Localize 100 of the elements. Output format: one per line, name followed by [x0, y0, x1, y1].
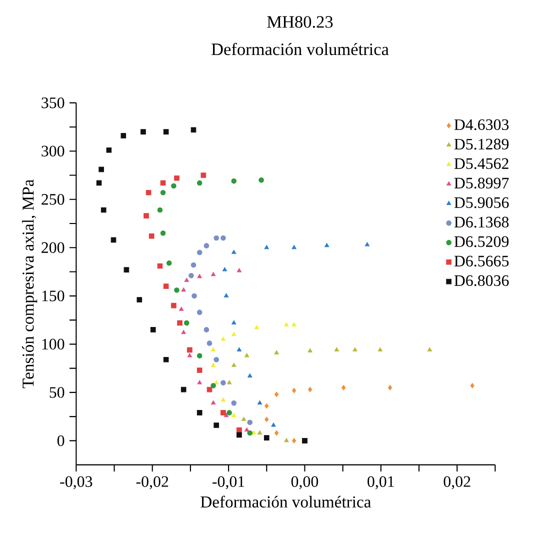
y-tick-label: 300 [42, 146, 64, 156]
point [214, 235, 220, 241]
point [231, 400, 237, 406]
point [174, 175, 180, 181]
point [257, 430, 262, 434]
point [284, 322, 289, 326]
point [324, 243, 330, 248]
point [180, 386, 186, 392]
legend-label: D5.9056 [454, 197, 509, 208]
legend-label: D6.1368 [454, 216, 509, 228]
point [470, 383, 474, 388]
y-tick-label: 50 [50, 387, 64, 398]
point [292, 322, 296, 326]
point [171, 302, 176, 308]
point [196, 410, 202, 416]
point [96, 180, 102, 186]
point [98, 166, 104, 172]
point [236, 432, 242, 438]
point [144, 213, 149, 218]
point [232, 250, 236, 254]
point [220, 380, 226, 386]
point [177, 320, 182, 326]
point [160, 180, 166, 186]
point [163, 129, 169, 134]
x-tick-label: -0,03 [60, 476, 92, 490]
point [157, 207, 163, 213]
point [197, 274, 202, 278]
point [197, 380, 202, 384]
point [264, 244, 269, 250]
x-tick-label: -0,02 [136, 476, 168, 490]
point [231, 178, 237, 184]
point [187, 347, 192, 353]
point [232, 320, 236, 324]
legend-label: D5.1289 [454, 138, 509, 150]
y-tick-label: 350 [42, 97, 64, 108]
point [388, 384, 392, 390]
point [210, 383, 216, 388]
point [264, 403, 269, 409]
point [190, 127, 196, 133]
point [214, 422, 220, 428]
point [210, 347, 216, 352]
point [244, 353, 250, 358]
point [166, 260, 172, 266]
point [174, 287, 180, 293]
point [196, 250, 202, 256]
point [244, 427, 250, 432]
point [196, 368, 202, 373]
point [163, 356, 169, 362]
point [232, 332, 236, 336]
point [178, 306, 184, 311]
y-tick-label: 200 [42, 242, 64, 254]
point [206, 340, 212, 346]
point [284, 438, 289, 442]
y-tick-label: 250 [42, 194, 64, 205]
point [264, 416, 269, 422]
point [100, 207, 106, 213]
point [236, 347, 242, 352]
point [196, 310, 202, 315]
x-tick-label: -0,01 [212, 476, 244, 490]
x-tick-label: 0,02 [444, 476, 470, 490]
point [292, 388, 296, 394]
point [220, 398, 226, 402]
point [427, 347, 432, 352]
point [247, 430, 253, 436]
point [378, 347, 382, 352]
legend-label: D6.8036 [454, 275, 509, 286]
point [214, 356, 220, 362]
x-axis-title: Deformación volumétrica [200, 496, 372, 508]
point [124, 267, 130, 272]
point [224, 293, 229, 298]
point [210, 362, 216, 367]
point [184, 278, 189, 282]
point [120, 133, 126, 138]
x-tick-label: 0,01 [368, 476, 394, 490]
point [210, 272, 216, 276]
point [232, 412, 236, 418]
point [352, 347, 358, 352]
point [308, 386, 312, 392]
legend-label: D6.5209 [454, 236, 509, 248]
point [160, 190, 166, 196]
point [190, 262, 196, 268]
point [106, 147, 112, 153]
point [220, 235, 226, 241]
point [204, 327, 210, 332]
point [181, 287, 186, 292]
point [342, 384, 346, 390]
point [136, 297, 142, 302]
point [222, 267, 228, 272]
point [184, 320, 190, 326]
point [220, 410, 226, 416]
point [196, 180, 202, 186]
point [254, 325, 260, 330]
point [196, 353, 202, 358]
chart-subtitle: Deformación volumétrica [212, 42, 389, 56]
point [247, 420, 253, 426]
point [146, 190, 152, 196]
point [232, 362, 236, 367]
point [257, 400, 262, 405]
y-tick-label: 150 [42, 290, 64, 302]
point [188, 272, 194, 278]
